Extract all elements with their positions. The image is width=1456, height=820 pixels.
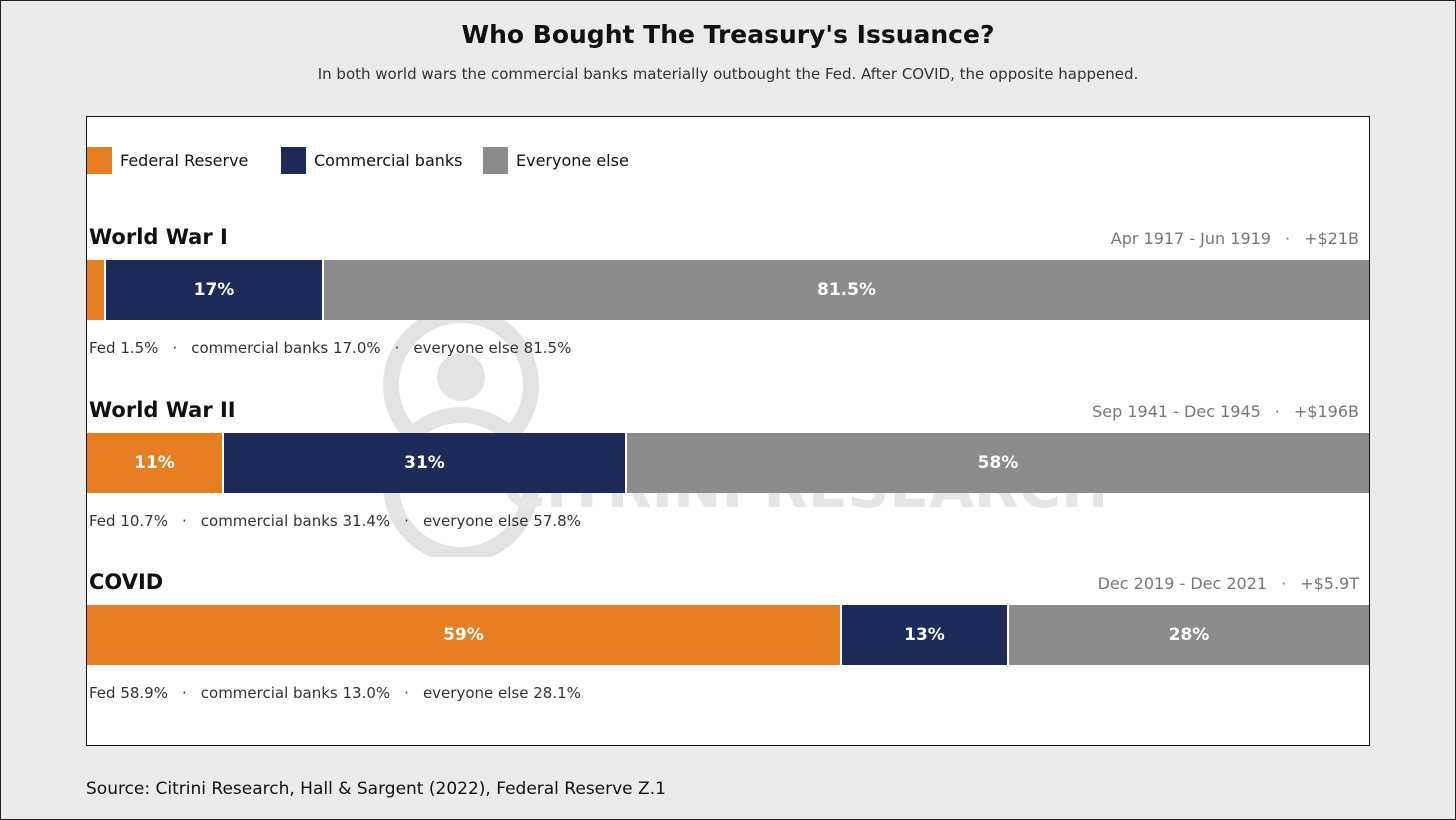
detail-fed: Fed 58.9% (89, 684, 168, 702)
meta-separator: · (1284, 229, 1291, 248)
bar-value-label: 11% (134, 453, 175, 473)
section-period: Dec 2019 - Dec 2021 (1097, 574, 1268, 593)
detail-fed: Fed 10.7% (89, 512, 168, 530)
chart-subtitle: In both world wars the commercial banks … (317, 65, 1139, 83)
section-world-war-ii: World War II Sep 1941 - Dec 1945 · +$196B … (87, 398, 1369, 548)
bar-segment-commercial-banks: 13% (842, 605, 1009, 665)
legend-swatch-everyone-else (483, 147, 508, 174)
section-covid: COVID Dec 2019 - Dec 2021 · +$5.9T 59% 13% 2… (87, 570, 1369, 720)
detail-separator: · (172, 339, 178, 357)
meta-separator: · (1281, 574, 1287, 593)
bar-value-label: 13% (904, 625, 945, 645)
detail-separator: · (404, 512, 409, 530)
section-total: +$21B (1304, 229, 1359, 248)
detail-banks: commercial banks 13.0% (200, 684, 391, 702)
section-period: Apr 1917 - Jun 1919 (1110, 229, 1271, 248)
section-detail: Fed 58.9% · commercial banks 13.0% · everyon… (89, 684, 581, 702)
detail-others: everyone else 28.1% (422, 684, 581, 702)
detail-fed: Fed 1.5% (89, 339, 159, 357)
detail-separator: · (181, 684, 187, 702)
stacked-bar: 11% 31% 58% (87, 433, 1369, 493)
section-title: COVID (89, 570, 164, 594)
section-meta: Apr 1917 - Jun 1919 · +$21B (1111, 229, 1359, 248)
section-title: World War II (89, 398, 236, 422)
meta-separator: · (1274, 402, 1280, 421)
legend-swatch-federal-reserve (87, 147, 112, 174)
bar-segment-federal-reserve (87, 260, 106, 320)
section-title: World War I (89, 225, 228, 249)
section-detail: Fed 10.7% · commercial banks 31.4% · everyon… (89, 512, 581, 530)
bar-segment-federal-reserve: 59% (87, 605, 842, 665)
detail-separator: · (394, 339, 400, 357)
legend-label-federal-reserve: Federal Reserve (120, 151, 249, 170)
bar-value-label: 59% (443, 625, 484, 645)
bar-value-label: 28% (1168, 625, 1210, 645)
legend-swatch-commercial-banks (281, 147, 306, 174)
detail-banks: commercial banks 17.0% (191, 339, 381, 357)
stacked-bar: 59% 13% 28% (87, 605, 1369, 665)
section-world-war-i: World War I Apr 1917 - Jun 1919 · +$21B 17… (87, 225, 1369, 375)
legend-label-everyone-else: Everyone else (516, 151, 629, 170)
section-total: +$196B (1293, 402, 1359, 421)
bar-value-label: 17% (193, 280, 235, 300)
chart-title: Who Bought The Treasury's Issuance? (461, 20, 995, 49)
legend-label-commercial-banks: Commercial banks (314, 151, 463, 170)
section-detail: Fed 1.5% · commercial banks 17.0% · everyone… (89, 339, 571, 357)
chart-panel: CITRINI RESEARCH Federal Reserve Commerc… (86, 116, 1370, 746)
section-period: Sep 1941 - Dec 1945 (1092, 402, 1261, 421)
bar-value-label: 58% (977, 453, 1019, 473)
bar-value-label: 31% (404, 453, 445, 473)
bar-segment-everyone-else: 81.5% (324, 260, 1369, 320)
section-meta: Dec 2019 - Dec 2021 · +$5.9T (1098, 574, 1359, 593)
bar-value-label: 81.5% (817, 280, 876, 300)
source-note: Source: Citrini Research, Hall & Sargent… (86, 779, 666, 799)
detail-others: everyone else 57.8% (422, 512, 581, 530)
detail-separator: · (404, 684, 409, 702)
section-meta: Sep 1941 - Dec 1945 · +$196B (1092, 402, 1359, 421)
detail-separator: · (181, 512, 187, 530)
detail-banks: commercial banks 31.4% (200, 512, 391, 530)
bar-segment-commercial-banks: 17% (106, 260, 324, 320)
bar-segment-everyone-else: 58% (627, 433, 1369, 493)
bar-segment-everyone-else: 28% (1009, 605, 1369, 665)
section-total: +$5.9T (1300, 574, 1359, 593)
detail-others: everyone else 81.5% (413, 339, 572, 357)
stacked-bar: 17% 81.5% (87, 260, 1369, 320)
bar-segment-federal-reserve: 11% (87, 433, 224, 493)
bar-segment-commercial-banks: 31% (224, 433, 627, 493)
